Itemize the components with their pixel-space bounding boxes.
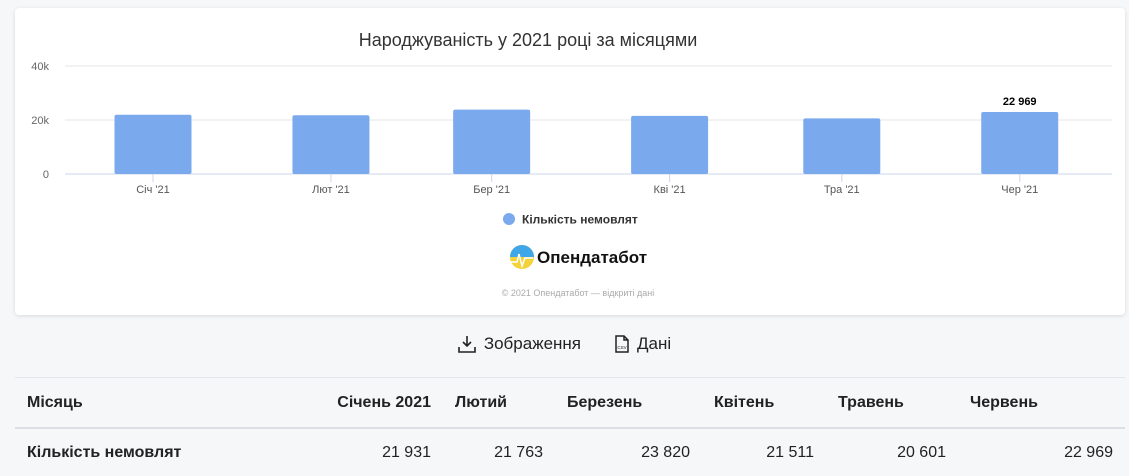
data-label: Дані [637, 334, 672, 353]
bar[interactable] [803, 118, 881, 174]
header-cell: Червень [958, 377, 1125, 429]
header-cell: Лютий [443, 377, 555, 429]
logo-text: Опендатабот [537, 248, 647, 267]
opendatabot-logo: Опендатабот [510, 245, 647, 269]
download-image-button[interactable]: Зображення [458, 334, 581, 354]
value-cell: 21 511 [766, 443, 814, 461]
value-cell: 23 820 [641, 443, 690, 461]
download-icon [458, 336, 476, 353]
legend-item[interactable]: Кількість немовлят [503, 213, 638, 227]
data-label: 22 969 [1003, 96, 1037, 108]
legend-marker [503, 213, 515, 225]
bar[interactable] [292, 115, 370, 174]
download-data-button[interactable]: CSV Дані [615, 334, 671, 354]
value-cell: 22 969 [1064, 443, 1113, 461]
x-tick-label: Чер '21 [1001, 184, 1038, 196]
header-cell: Квітень [702, 377, 826, 429]
table-row: Кількість немовлят 21 931 21 763 23 820 … [15, 428, 1125, 476]
bar-chart: Народжуваність у 2021 році за місяцями 0… [31, 30, 1112, 298]
x-tick-label: Тра '21 [824, 184, 860, 196]
header-cell: Січень 2021 [299, 377, 443, 429]
chart-card: Народжуваність у 2021 році за місяцями 0… [15, 8, 1125, 315]
x-tick-label: Кві '21 [654, 184, 686, 196]
value-cell: 20 601 [897, 443, 946, 461]
credits: © 2021 Опендатабот — відкриті дані [502, 288, 655, 298]
svg-text:CSV: CSV [617, 345, 626, 350]
x-tick-label: Бер '21 [473, 184, 510, 196]
image-label: Зображення [483, 334, 582, 353]
header-cell: Місяць [15, 377, 299, 429]
x-tick-label: Січ '21 [136, 184, 170, 196]
chart-title: Народжуваність у 2021 році за місяцями [359, 30, 698, 50]
csv-file-icon: CSV [615, 335, 629, 353]
row-label: Кількість немовлят [27, 443, 182, 461]
y-tick-label: 20k [31, 115, 49, 127]
value-cell: 21 931 [382, 443, 431, 461]
bar[interactable] [981, 111, 1059, 174]
bar[interactable] [114, 114, 192, 174]
x-tick-label: Лют '21 [312, 184, 350, 196]
bar[interactable] [453, 109, 531, 174]
export-actions: Зображення CSV Дані [0, 334, 1129, 354]
legend-label: Кількість немовлят [522, 213, 638, 227]
value-cell: 21 763 [494, 443, 543, 461]
bar[interactable] [631, 115, 709, 174]
header-cell: Травень [826, 377, 958, 429]
header-cell: Березень [555, 377, 702, 429]
y-tick-label: 0 [43, 169, 49, 181]
y-tick-label: 40k [31, 61, 49, 73]
data-table: Місяць Січень 2021 Лютий Березень Квітен… [15, 377, 1125, 476]
table-header-row: Місяць Січень 2021 Лютий Березень Квітен… [15, 377, 1125, 429]
